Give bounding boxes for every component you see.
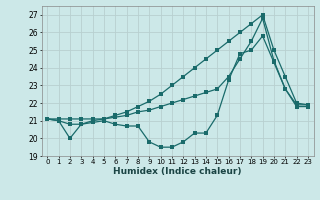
X-axis label: Humidex (Indice chaleur): Humidex (Indice chaleur) [113, 167, 242, 176]
